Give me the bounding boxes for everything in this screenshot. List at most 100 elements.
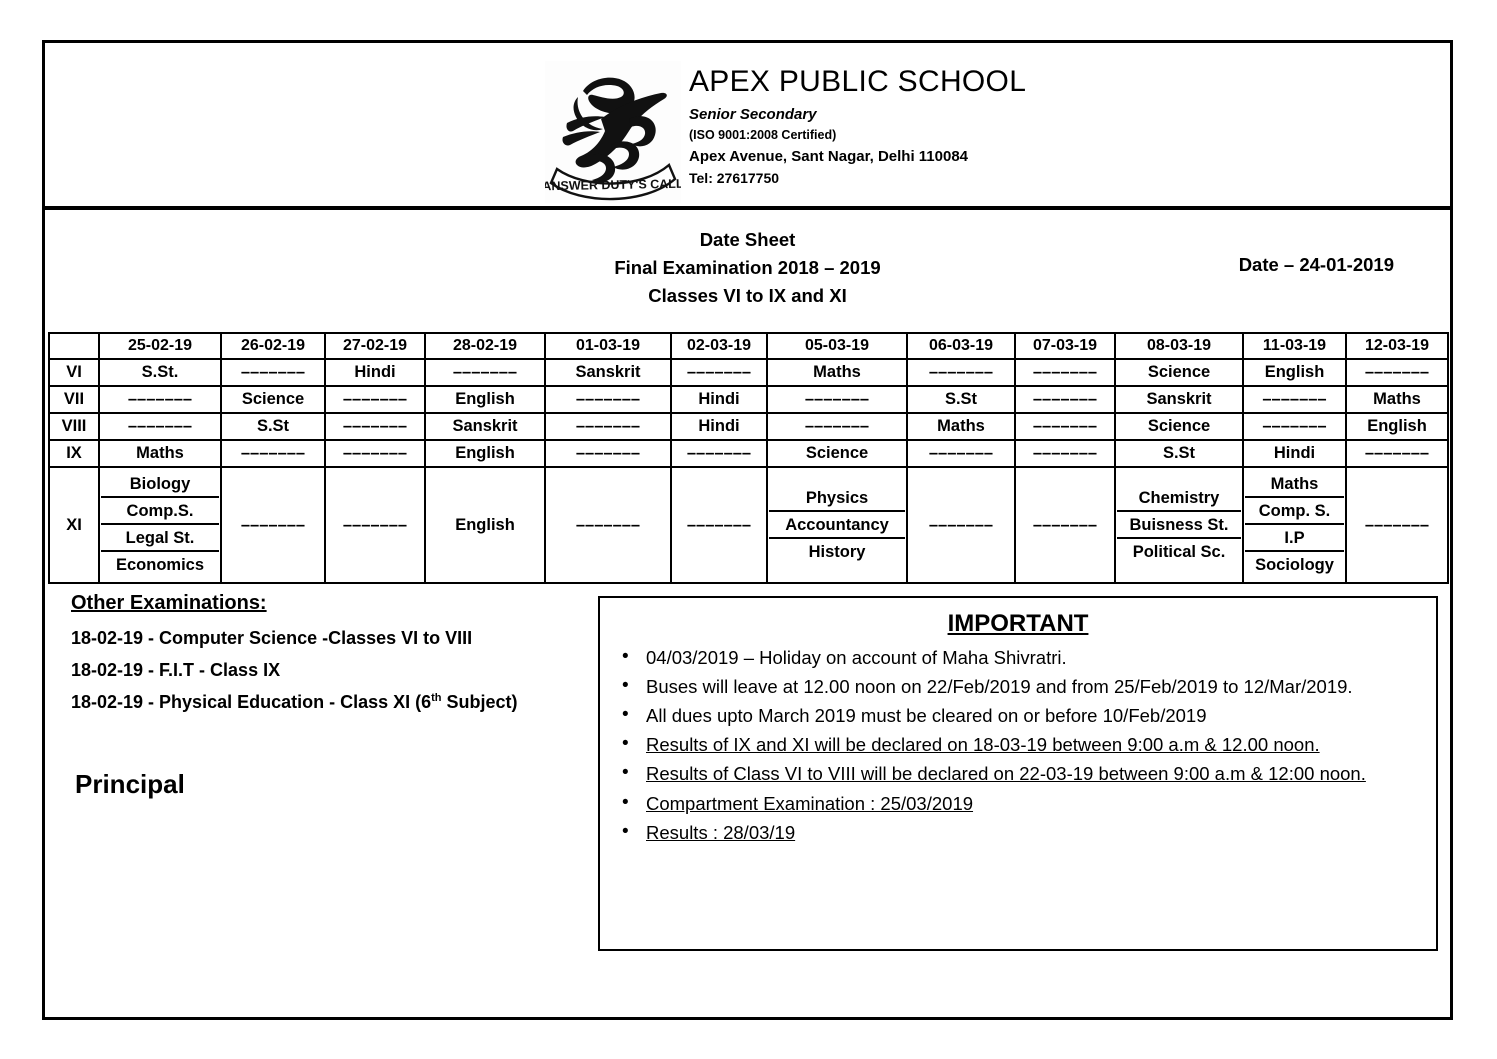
cell-ix-9: S.St — [1114, 439, 1244, 468]
xi-subject: History — [808, 542, 866, 561]
header-corner-cell — [48, 332, 100, 360]
cell-xi-8: ––––––– — [1014, 466, 1116, 584]
cell-ix-4: ––––––– — [544, 439, 672, 468]
cell-ix-2: ––––––– — [324, 439, 426, 468]
cell-viii-7: Maths — [906, 412, 1016, 441]
cell-ix-8: ––––––– — [1014, 439, 1116, 468]
important-item-1: 04/03/2019 – Holiday on account of Maha … — [622, 643, 1418, 672]
cell-vi-7: ––––––– — [906, 358, 1016, 387]
other-examinations-heading: Other Examinations: — [71, 592, 267, 614]
xi-subject: Legal St. — [101, 525, 219, 552]
cell-xi-7: ––––––– — [906, 466, 1016, 584]
xi-subject: ––––––– — [342, 515, 408, 534]
school-iso-certification: (ISO 9001:2008 Certified) — [689, 128, 837, 143]
other-exam-line-3: 18-02-19 - Physical Education - Class XI… — [71, 686, 601, 718]
cell-viii-11: English — [1345, 412, 1449, 441]
xi-subject: ––––––– — [928, 515, 994, 534]
cell-viii-0: ––––––– — [98, 412, 222, 441]
lower-section: Other Examinations: 18-02-19 - Computer … — [45, 584, 1450, 979]
important-item-2: Buses will leave at 12.00 noon on 22/Feb… — [622, 672, 1418, 701]
title-center-block: Date Sheet Final Examination 2018 – 2019… — [45, 210, 1450, 309]
cell-vi-5: ––––––– — [670, 358, 768, 387]
cell-xi-4: ––––––– — [544, 466, 672, 584]
date-header-2: 27-02-19 — [324, 332, 426, 360]
date-sheet-table: 25-02-19 26-02-19 27-02-19 28-02-19 01-0… — [48, 332, 1449, 584]
class-label-viii: VIII — [48, 412, 100, 441]
doc-title-line2: Final Examination 2018 – 2019 — [614, 256, 881, 278]
title-band: Date Sheet Final Examination 2018 – 2019… — [45, 210, 1450, 332]
cell-vi-1: ––––––– — [220, 358, 326, 387]
cell-xi-5: ––––––– — [670, 466, 768, 584]
cell-vii-9: Sanskrit — [1114, 385, 1244, 414]
cell-vii-2: ––––––– — [324, 385, 426, 414]
xi-subject: ––––––– — [240, 515, 306, 534]
table-row-class-ix: IX Maths ––––––– ––––––– English –––––––… — [48, 439, 1449, 468]
table-row-class-vii: VII ––––––– Science ––––––– English ––––… — [48, 385, 1449, 414]
cell-vii-11: Maths — [1345, 385, 1449, 414]
xi-subject: Biology — [101, 471, 219, 498]
cell-ix-5: ––––––– — [670, 439, 768, 468]
date-header-9: 08-03-19 — [1114, 332, 1244, 360]
cell-xi-9: Chemistry Buisness St. Political Sc. — [1114, 466, 1244, 584]
cell-vii-8: ––––––– — [1014, 385, 1116, 414]
xi-subject: I.P — [1245, 525, 1344, 552]
cell-vi-9: Science — [1114, 358, 1244, 387]
cell-vi-11: ––––––– — [1345, 358, 1449, 387]
cell-xi-10: Maths Comp. S. I.P Sociology — [1242, 466, 1347, 584]
school-identity-block: APEX PUBLIC SCHOOL Senior Secondary (ISO… — [689, 65, 1026, 188]
cell-vi-4: Sanskrit — [544, 358, 672, 387]
principal-signature-label: Principal — [75, 769, 185, 799]
cell-ix-7: ––––––– — [906, 439, 1016, 468]
class-label-vii: VII — [48, 385, 100, 414]
doc-title-line3: Classes VI to IX and XI — [648, 284, 847, 306]
cell-vi-3: ––––––– — [424, 358, 546, 387]
date-header-5: 02-03-19 — [670, 332, 768, 360]
cell-vii-5: Hindi — [670, 385, 768, 414]
cell-ix-1: ––––––– — [220, 439, 326, 468]
other-exam-line-2: 18-02-19 - F.I.T - Class IX — [71, 660, 281, 681]
cell-ix-0: Maths — [98, 439, 222, 468]
date-header-8: 07-03-19 — [1014, 332, 1116, 360]
school-telephone: Tel: 27617750 — [689, 169, 780, 186]
important-heading: IMPORTANT — [947, 610, 1089, 637]
school-address: Apex Avenue, Sant Nagar, Delhi 110084 — [689, 148, 969, 166]
cell-viii-5: Hindi — [670, 412, 768, 441]
cell-viii-2: ––––––– — [324, 412, 426, 441]
other-exam-line-1: 18-02-19 - Computer Science -Classes VI … — [71, 628, 473, 648]
date-header-1: 26-02-19 — [220, 332, 326, 360]
date-header-0: 25-02-19 — [98, 332, 222, 360]
cell-ix-3: English — [424, 439, 546, 468]
table-header-row: 25-02-19 26-02-19 27-02-19 28-02-19 01-0… — [48, 332, 1449, 360]
cell-viii-10: ––––––– — [1242, 412, 1347, 441]
cell-xi-3: English — [424, 466, 546, 584]
xi-subject: Accountancy — [769, 512, 905, 539]
date-header-11: 12-03-19 — [1345, 332, 1449, 360]
cell-xi-2: ––––––– — [324, 466, 426, 584]
xi-subject: English — [455, 515, 515, 534]
important-item-7: Results : 28/03/19 — [622, 818, 1418, 847]
date-header-6: 05-03-19 — [766, 332, 908, 360]
cell-viii-1: S.St — [220, 412, 326, 441]
table-row-class-vi: VI S.St. ––––––– Hindi ––––––– Sanskrit … — [48, 358, 1449, 387]
date-header-3: 28-02-19 — [424, 332, 546, 360]
cell-vi-6: Maths — [766, 358, 908, 387]
class-label-xi: XI — [48, 466, 100, 584]
cell-viii-8: ––––––– — [1014, 412, 1116, 441]
xi-subject: Physics — [769, 485, 905, 512]
cell-vi-10: English — [1242, 358, 1347, 387]
cell-viii-3: Sanskrit — [424, 412, 546, 441]
cell-xi-0: Biology Comp.S. Legal St. Economics — [98, 466, 222, 584]
cell-xi-6: Physics Accountancy History — [766, 466, 908, 584]
other-exam-line-3-prefix: 18-02-19 - Physical Education - Class XI… — [71, 692, 432, 713]
important-item-3: All dues upto March 2019 must be cleared… — [622, 701, 1418, 730]
doc-title-line1: Date Sheet — [699, 229, 796, 250]
cell-vii-1: Science — [220, 385, 326, 414]
logo-motto-text: ANSWER DUTY'S CALL — [545, 177, 681, 193]
xi-subject: Maths — [1245, 471, 1344, 498]
document-header: ANSWER DUTY'S CALL APEX PUBLIC SCHOOL Se… — [45, 43, 1450, 210]
xi-subject: Comp. S. — [1245, 498, 1344, 525]
other-exam-line-3-ordinal: th — [431, 692, 442, 705]
xi-subject: ––––––– — [1032, 515, 1098, 534]
school-tagline: Senior Secondary — [689, 106, 817, 123]
cell-vii-7: S.St — [906, 385, 1016, 414]
